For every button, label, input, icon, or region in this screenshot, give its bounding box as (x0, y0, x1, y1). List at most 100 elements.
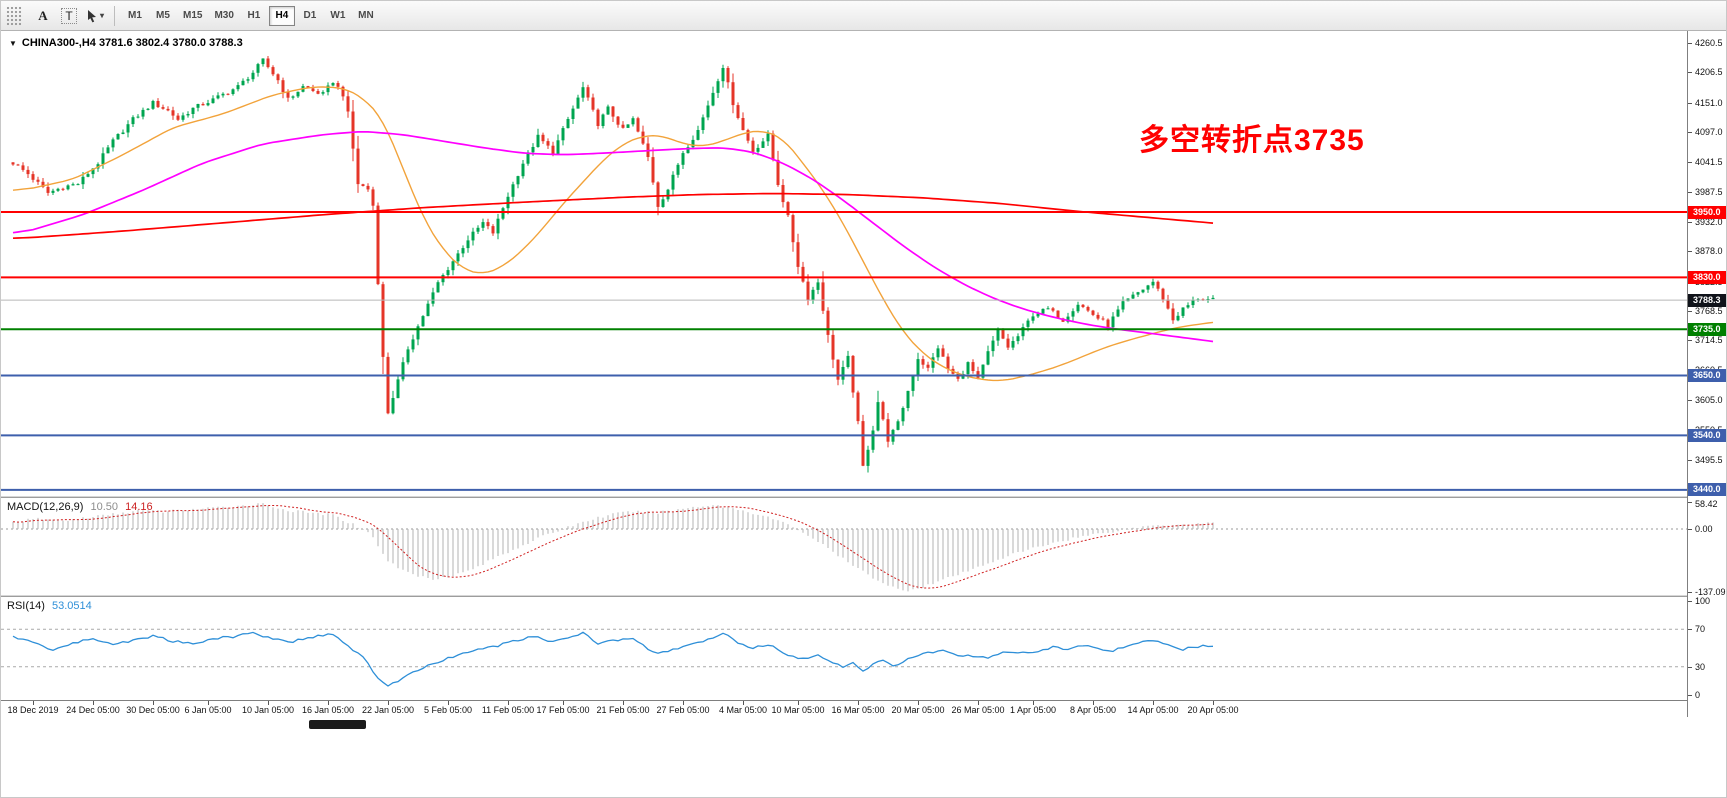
axis-tick (1688, 72, 1692, 74)
price-axis-label: 3932.0 (1695, 216, 1723, 227)
price-axis-label: 3495.5 (1695, 454, 1723, 465)
macd-name: MACD(12,26,9) (7, 501, 84, 513)
cursor-tool-button[interactable]: ▾ (83, 5, 107, 27)
hline-price-label: 3440.0 (1688, 483, 1726, 497)
time-tick (508, 701, 509, 705)
time-tick (268, 701, 269, 705)
time-tick (388, 701, 389, 705)
axis-tick (1688, 459, 1692, 461)
price-axis-label: 3987.5 (1695, 186, 1723, 197)
time-axis-label: 16 Jan 05:00 (301, 705, 355, 715)
time-axis-label: 17 Feb 05:00 (536, 705, 590, 715)
hline-price-label: 3830.0 (1688, 270, 1726, 284)
time-axis-label: 8 Apr 05:00 (1069, 705, 1117, 715)
time-tick (1213, 701, 1214, 705)
time-tick (798, 701, 799, 705)
main-chart-plot[interactable]: ▼ CHINA300-,H4 3781.6 3802.4 3780.0 3788… (1, 31, 1687, 496)
main-chart-svg (1, 56, 1687, 491)
rsi-axis-label: 100 (1695, 596, 1711, 606)
time-tick (1033, 701, 1034, 705)
rsi-name: RSI(14) (7, 600, 45, 612)
price-axis-label: 3605.0 (1695, 395, 1723, 405)
timeframe-button-m5[interactable]: M5 (150, 6, 176, 26)
timeframe-group: M1 M5 M15 M30 H1 H4 D1 W1 MN (121, 5, 380, 26)
timeframe-button-w1[interactable]: W1 (325, 6, 351, 26)
axis-tick (1688, 42, 1692, 44)
time-axis-label: 26 Mar 05:00 (951, 705, 1005, 715)
macd-value-1: 10.50 (90, 501, 119, 513)
dropdown-caret-icon: ▾ (99, 11, 104, 20)
ma-mid-line[interactable] (12, 130, 1214, 343)
time-axis-label: 14 Apr 05:00 (1127, 705, 1179, 715)
time-tick (623, 701, 624, 705)
time-tick (563, 701, 564, 705)
time-tick (208, 701, 209, 705)
ma-fast-line[interactable] (12, 86, 1214, 382)
time-axis-label: 20 Mar 05:00 (891, 705, 945, 715)
time-axis-label: 21 Feb 05:00 (596, 705, 650, 715)
chart-title-text: CHINA300-,H4 3781.6 3802.4 3780.0 3788.3 (21, 37, 243, 49)
panel-separator[interactable] (1, 595, 1726, 597)
timeframe-button-m30[interactable]: M30 (209, 6, 238, 26)
candles (11, 56, 1215, 473)
macd-axis-label: 58.42 (1695, 499, 1718, 509)
time-axis-label: 30 Dec 05:00 (126, 705, 180, 715)
time-tick (448, 701, 449, 705)
time-tick (743, 701, 744, 705)
timeframe-button-d1[interactable]: D1 (297, 6, 323, 26)
time-axis-label: 4 Mar 05:00 (718, 705, 768, 715)
axis-tick (1688, 310, 1692, 312)
timeframe-button-m1[interactable]: M1 (122, 6, 148, 26)
time-axis-label: 27 Feb 05:00 (656, 705, 710, 715)
time-axis[interactable]: 18 Dec 2019 24 Dec 05:00 30 Dec 05:00 6 Jan… (1, 700, 1726, 717)
macd-axis-label: 0.00 (1695, 524, 1713, 534)
axis-tick (1688, 221, 1692, 223)
axis-tick (1688, 666, 1692, 668)
letter-t-label: T (61, 7, 77, 24)
timeframe-button-h4[interactable]: H4 (268, 5, 295, 26)
panel-separator[interactable] (1, 496, 1726, 498)
hline-price-label: 3735.0 (1688, 322, 1726, 336)
axis-tick (1688, 191, 1692, 193)
price-axis-label: 4260.5 (1695, 37, 1723, 48)
price-axis-label: 3768.5 (1695, 305, 1723, 316)
timeframe-button-h1[interactable]: H1 (241, 6, 267, 26)
bottom-area (1, 717, 1726, 797)
axis-tick (1688, 601, 1692, 602)
chart-annotation: 多空转折点3735 (1139, 124, 1365, 157)
rsi-panel[interactable]: RSI(14) 53.0514 (1, 597, 1687, 700)
time-tick (153, 701, 154, 705)
cursor-icon (87, 9, 96, 22)
time-axis-label: 10 Jan 05:00 (241, 705, 295, 715)
axis-tick (1688, 592, 1692, 594)
time-axis-label: 18 Dec 2019 (7, 705, 59, 715)
price-axis-label: 3714.5 (1695, 335, 1723, 346)
time-axis-label: 6 Jan 05:00 (184, 705, 232, 715)
label-a-tool-button[interactable]: A (31, 5, 55, 27)
bottom-tab[interactable] (309, 720, 366, 729)
time-axis-label: 20 Apr 05:00 (1187, 705, 1239, 715)
time-tick (93, 701, 94, 705)
rsi-line (12, 631, 1214, 687)
timeframe-button-m15[interactable]: M15 (178, 6, 207, 26)
time-tick (1093, 701, 1094, 705)
time-tick (328, 701, 329, 705)
axis-tick (1688, 400, 1692, 401)
ma-slow-line[interactable] (12, 192, 1214, 240)
axis-tick (1688, 131, 1692, 133)
time-tick (33, 701, 34, 705)
price-axis[interactable]: 4260.5 4206.5 4151.0 4097.0 4041.5 3987.5 3932… (1687, 31, 1726, 717)
toolbar-grip-icon[interactable] (6, 5, 22, 26)
text-tool-button[interactable]: T (57, 5, 81, 27)
time-axis-label: 1 Apr 05:00 (1009, 705, 1057, 715)
rsi-axis-label: 30 (1695, 661, 1706, 672)
rsi-svg (1, 628, 1687, 687)
symbol-dropdown-icon[interactable]: ▼ (9, 38, 17, 48)
axis-tick (1688, 340, 1692, 342)
time-tick (978, 701, 979, 705)
macd-panel[interactable]: MACD(12,26,9) 10.50 14.16 (1, 498, 1687, 595)
hline-price-label: 3650.0 (1688, 369, 1726, 382)
price-axis-label: 4097.0 (1695, 126, 1723, 137)
timeframe-button-mn[interactable]: MN (353, 6, 379, 26)
rsi-axis-label: 0 (1695, 690, 1701, 700)
